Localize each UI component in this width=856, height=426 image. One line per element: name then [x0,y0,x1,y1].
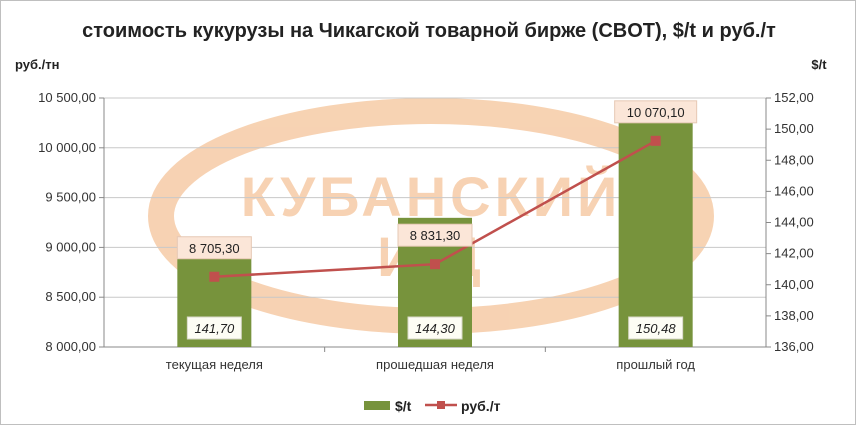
legend-label-line: руб./т [461,398,501,414]
legend: $/t руб./т [364,398,501,414]
category-label: прошлый год [616,357,695,372]
category-label: текущая неделя [166,357,263,372]
left-axis-ticks: 8 000,00 8 500,00 9 000,00 9 500,00 10 000,0… [38,90,104,354]
line-label-box [176,236,252,260]
left-tick-label: 10 500,00 [38,90,96,105]
left-tick-label: 10 000,00 [38,140,96,155]
right-tick-label: 138,00 [774,308,814,323]
right-tick-label: 152,00 [774,90,814,105]
line-point [430,259,440,270]
bar-series: 141,70 144,30 150,48 [177,121,693,347]
right-tick-label: 142,00 [774,246,814,261]
chart-title: стоимость кукурузы на Чикагской товарной… [82,20,776,42]
right-tick-label: 148,00 [774,152,814,167]
legend-swatch-bar [364,401,390,410]
bar-data-label: 150,48 [636,321,677,336]
bar-label-box [407,316,463,340]
line-label-box [397,223,473,247]
bar-data-label: 144,30 [415,321,456,336]
line-series: 8 705,30 8 831,30 10 070,10 [176,100,698,282]
left-tick-label: 9 000,00 [45,239,96,254]
right-tick-label: 144,00 [774,215,814,230]
line-point [650,135,661,146]
bar [618,121,693,347]
line-label-box [614,100,698,124]
bar-label-box [628,316,684,340]
line-data-label: 8 831,30 [410,228,461,243]
left-tick-label: 8 000,00 [45,339,96,354]
right-axis-ticks: 136,00 138,00 140,00 142,00 144,00 146,00 148,… [766,90,814,354]
line-data-label: 8 705,30 [189,241,240,256]
right-tick-label: 146,00 [774,183,814,198]
line-data-label: 10 070,10 [627,105,685,120]
left-tick-label: 8 500,00 [45,289,96,304]
left-axis-unit: руб./тн [15,57,59,72]
bar-data-label: 141,70 [194,321,235,336]
right-tick-label: 140,00 [774,277,814,292]
category-labels: текущая неделя прошедшая неделя прошлый го… [166,347,695,372]
line-point [209,271,220,282]
category-label: прошедшая неделя [376,357,494,372]
legend-label-bar: $/t [395,398,412,414]
right-tick-label: 136,00 [774,339,814,354]
bar-label-box [186,316,242,340]
left-tick-label: 9 500,00 [45,190,96,205]
right-axis-unit: $/t [811,57,827,72]
right-tick-label: 150,00 [774,121,814,136]
legend-swatch-marker [437,401,445,409]
